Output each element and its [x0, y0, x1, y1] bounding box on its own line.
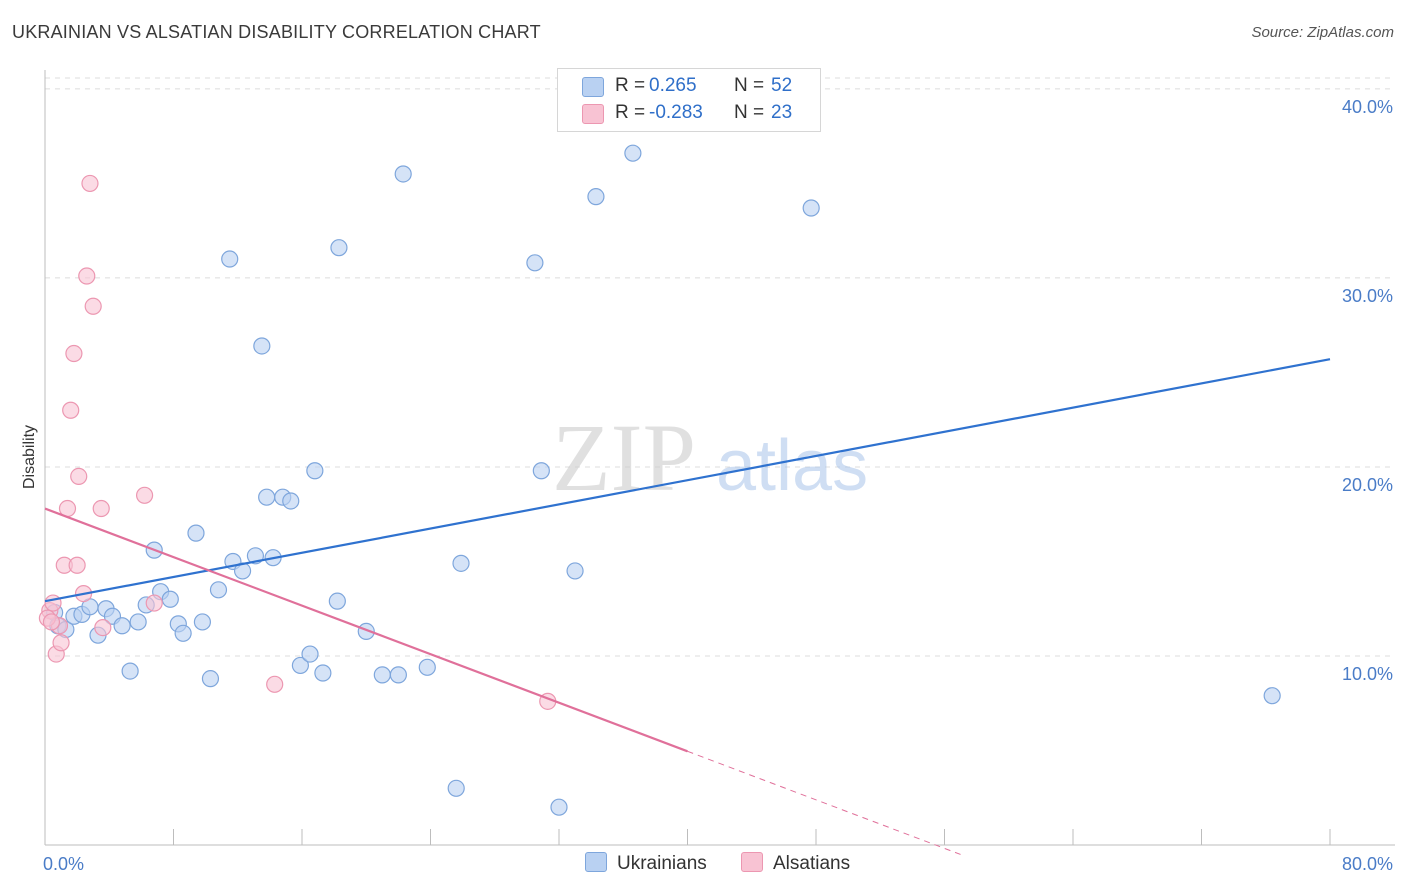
ukrainian-point: [121, 662, 139, 680]
ukrainian-point: [452, 554, 470, 572]
legend-swatch-pink: [582, 104, 604, 124]
ukrainian-point: [174, 624, 192, 642]
legend-swatch-blue: [585, 852, 607, 872]
ukrainian-point: [209, 581, 228, 599]
alsatian-point: [42, 613, 61, 631]
chart-title: UKRAINIAN VS ALSATIAN DISABILITY CORRELA…: [12, 22, 541, 42]
ukrainian-point: [113, 617, 131, 635]
ukrainian-point: [201, 670, 220, 688]
y-tick-label: 20.0%: [1342, 475, 1393, 495]
legend-r-label: R =: [615, 102, 646, 123]
legend-n-value: 52: [771, 75, 793, 96]
ukrainian-point: [587, 188, 605, 206]
alsatian-point: [81, 174, 99, 193]
y-tick-label: 40.0%: [1342, 97, 1393, 117]
ukrainian-point: [314, 664, 332, 682]
legend-r-label: R =: [615, 75, 646, 96]
alsatian-point: [84, 297, 102, 315]
alsatian-point: [70, 467, 88, 486]
legend-label-ukrainians: Ukrainians: [617, 853, 707, 874]
legend-row-ukrainians: R = 0.265 N = 52: [558, 74, 818, 100]
ukrainian-point: [447, 779, 465, 797]
ukrainian-point: [532, 462, 550, 480]
alsatian-point: [78, 267, 96, 285]
stats-legend: R = 0.265 N = 52 R = -0.283 N = 23: [557, 68, 821, 132]
ukrainian-point: [161, 590, 179, 608]
ukrainian-point: [566, 562, 584, 580]
ukrainian-point: [526, 254, 544, 272]
alsatian-point: [94, 619, 112, 637]
alsatian-point: [135, 486, 154, 504]
alsatian-point: [145, 594, 163, 612]
ukrainian-point: [389, 666, 407, 684]
legend-r-value: 0.265: [649, 75, 697, 96]
legend-swatch-pink: [741, 852, 763, 872]
legend-n-label: N =: [734, 102, 765, 123]
ukrainian-point: [394, 165, 412, 183]
trend-line-ukrainians: [44, 358, 1331, 603]
legend-item-ukrainians[interactable]: Ukrainians: [585, 852, 707, 875]
ukrainian-point: [193, 613, 212, 631]
ukrainian-point: [221, 250, 239, 268]
trend-line-alsatians: [44, 507, 688, 753]
y-tick-label: 10.0%: [1342, 664, 1393, 684]
y-axis-label: Disability: [21, 425, 38, 489]
alsatian-point: [52, 634, 70, 652]
ukrainian-point: [282, 492, 300, 510]
ukrainian-point: [253, 337, 271, 355]
legend-label-alsatians: Alsatians: [773, 853, 851, 874]
ukrainian-point: [550, 798, 568, 816]
ukrainian-point: [291, 656, 309, 675]
legend-n-value: 23: [771, 102, 793, 123]
legend-n-label: N =: [734, 75, 765, 96]
watermark-zip: ZIP: [552, 404, 696, 511]
x-tick-label: 0.0%: [43, 854, 84, 874]
ukrainian-point: [129, 613, 147, 631]
axes: [44, 70, 1395, 846]
ukrainian-point: [258, 488, 276, 506]
alsatian-point: [68, 556, 86, 574]
ukrainian-point: [624, 144, 642, 162]
legend-item-alsatians[interactable]: Alsatians: [741, 852, 850, 875]
trend-line-alsatians-extension: [687, 750, 961, 855]
ukrainian-point: [373, 666, 391, 684]
ukrainian-point: [187, 524, 205, 542]
ukrainian-point: [328, 592, 346, 610]
ukrainian-point: [330, 239, 348, 257]
ukrainian-point: [802, 199, 820, 217]
source-label: Source: ZipAtlas.com: [1251, 24, 1394, 41]
alsatian-point: [62, 401, 80, 419]
ukrainian-point: [306, 462, 324, 480]
alsatian-point: [65, 344, 83, 363]
y-tick-label: 30.0%: [1342, 286, 1393, 306]
x-tick-label: 80.0%: [1342, 854, 1393, 874]
legend-swatch-blue: [582, 77, 604, 97]
alsatian-point: [266, 675, 284, 693]
alsatian-point: [44, 594, 62, 612]
watermark-atlas: atlas: [716, 426, 868, 506]
alsatian-point: [92, 499, 110, 518]
ukrainian-point: [1263, 687, 1281, 705]
ukrainian-point: [418, 658, 436, 676]
watermark: ZIP atlas: [552, 404, 868, 511]
legend-row-alsatians: R = -0.283 N = 23: [558, 101, 818, 127]
legend-r-value: -0.283: [649, 102, 703, 123]
ukrainian-point: [301, 645, 319, 663]
